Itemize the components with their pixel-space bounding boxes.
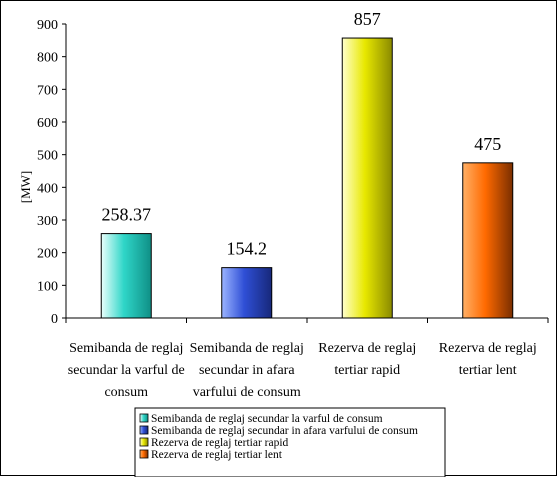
legend-entry: Semibanda de reglaj secundar la varful d… bbox=[151, 413, 383, 425]
legend-entry: Rezerva de reglaj tertiar lent bbox=[151, 449, 283, 461]
y-tick-label: 500 bbox=[37, 149, 58, 164]
axes: 0 100 200 300 400 500 600 700 800 900 bbox=[37, 18, 549, 327]
y-tick-label: 800 bbox=[37, 51, 58, 66]
category-label: Rezerva de reglaj tertiar lent bbox=[439, 341, 537, 378]
y-tick-label: 100 bbox=[37, 279, 58, 294]
y-tick-label: 600 bbox=[37, 116, 58, 131]
y-tick-label: 700 bbox=[37, 83, 58, 98]
category-label: Semibanda de reglaj secundar in afara varf… bbox=[190, 341, 304, 400]
legend-swatch bbox=[139, 437, 149, 447]
category-label: Semibanda de reglaj secundar la varful de… bbox=[68, 341, 185, 400]
bar bbox=[221, 267, 273, 319]
bar-value-label: 154.2 bbox=[227, 239, 268, 259]
bar-value-label: 475 bbox=[474, 134, 501, 154]
legend-swatch bbox=[139, 449, 149, 459]
bar bbox=[100, 233, 152, 319]
legend-entry: Semibanda de reglaj secundar in afara va… bbox=[151, 425, 418, 437]
y-tick-label: 400 bbox=[37, 181, 58, 196]
y-tick-label: 200 bbox=[37, 247, 58, 262]
legend: Semibanda de reglaj secundar la varful d… bbox=[134, 407, 446, 477]
legend-box bbox=[134, 407, 446, 477]
y-tick-label: 300 bbox=[37, 214, 58, 229]
legend-entry: Rezerva de reglaj tertiar rapid bbox=[151, 437, 289, 449]
bar bbox=[462, 162, 514, 319]
legend-swatch bbox=[139, 413, 149, 423]
y-axis-title: [MW] bbox=[18, 171, 33, 204]
y-tick-label: 900 bbox=[37, 18, 58, 33]
bar bbox=[341, 37, 393, 319]
category-label: Rezerva de reglaj tertiar rapid bbox=[318, 341, 416, 378]
bar-value-label: 857 bbox=[354, 9, 381, 29]
legend-swatch bbox=[139, 425, 149, 435]
bars: 258.37 Semibanda de reglaj secundar la var… bbox=[68, 9, 537, 400]
bar-value-label: 258.37 bbox=[102, 205, 152, 225]
y-tick-label: 0 bbox=[51, 312, 58, 327]
